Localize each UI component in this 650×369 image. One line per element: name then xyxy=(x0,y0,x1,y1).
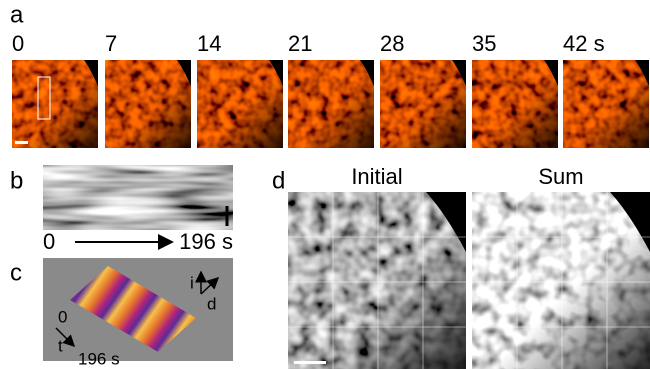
axis-label: i xyxy=(190,273,194,292)
axis-label: d xyxy=(207,294,216,313)
time-start: 0 xyxy=(58,307,67,326)
images: Initial Sum xyxy=(288,164,650,369)
panel-label: d xyxy=(272,167,285,194)
image-title: Sum xyxy=(538,164,583,189)
shade xyxy=(12,60,98,148)
shade xyxy=(105,60,191,148)
axis-label: t xyxy=(58,336,63,355)
time-label: 0 xyxy=(12,31,24,56)
time-label: 28 xyxy=(380,31,404,56)
kymograph xyxy=(43,165,233,230)
image-title: Initial xyxy=(351,164,402,189)
shade xyxy=(563,60,649,148)
time-start: 0 xyxy=(43,229,55,254)
time-label: 42 s xyxy=(563,31,605,56)
shade xyxy=(288,192,466,369)
shade xyxy=(197,60,283,148)
scale-bar xyxy=(15,141,28,144)
time-label: 7 xyxy=(105,31,117,56)
time-label: 14 xyxy=(197,31,221,56)
shade xyxy=(472,192,650,369)
time-end: 196 s xyxy=(179,229,233,254)
shade xyxy=(472,60,558,148)
panel-label: c xyxy=(10,259,22,286)
panel-label: a xyxy=(10,1,24,28)
figure: a 0 7 14 21 28 35 42 s b 0 196 s c i d 0 t 196… xyxy=(0,0,650,369)
time-label: 21 xyxy=(288,31,312,56)
shade xyxy=(288,60,374,148)
panel-label: b xyxy=(10,167,23,194)
time-end: 196 s xyxy=(78,349,120,368)
time-label: 35 xyxy=(472,31,496,56)
time-series: 0 7 14 21 28 35 42 s xyxy=(12,31,649,148)
scale-bar xyxy=(294,361,326,364)
shade xyxy=(380,60,466,148)
